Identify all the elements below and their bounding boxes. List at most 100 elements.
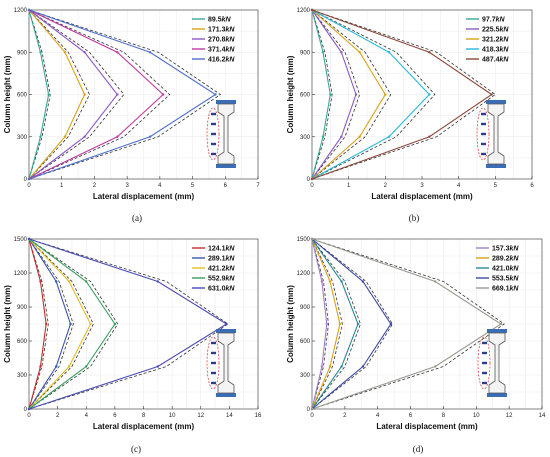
legend-unit: kN [226,276,236,283]
series-point [69,322,72,326]
legend-entry: 418.3kN [482,47,509,54]
series-point [361,365,365,368]
shear-stud [211,361,216,365]
legend-entry: 289.1kN [208,256,235,263]
x-tick-label: 2 [384,183,388,189]
y-tick-label: 1200 [297,8,311,14]
series-measured-line [311,238,361,410]
series-measured-line [311,9,392,180]
legend-entry: 225.5kN [482,27,509,34]
series-measured-line [311,238,343,410]
legend-unit: kN [226,286,236,293]
series-point [328,280,332,283]
series-measured-line [28,9,171,180]
y-tick-label: 600 [17,93,28,99]
series-point [85,280,88,283]
x-tick-label: 16 [255,413,262,419]
x-tick-label: 4 [158,183,162,189]
x-tick-label: 14 [539,413,546,419]
series-measured-line [311,238,329,410]
legend-value: 418.3 [482,47,500,54]
series-point [340,51,343,54]
legend-entry: 289.2kN [492,256,519,263]
shear-stud [211,112,216,116]
y-tick-label: 600 [300,93,311,99]
legend-value: 97.7 [482,17,496,24]
series-measured-line [28,9,51,180]
legend-value: 157.3 [492,246,510,253]
crack-region-ellipse [206,336,220,390]
shear-stud [211,122,216,126]
x-tick-label: 14 [226,413,233,419]
series-measured-line [28,238,94,410]
shear-stud [482,351,487,355]
legend-unit: kN [500,37,510,44]
x-tick-label: 4 [457,183,461,189]
shear-stud [481,142,486,146]
series-measured-line [311,9,333,180]
series-point [54,365,58,368]
legend-entry: 552.9kN [208,276,235,283]
series-point [83,135,86,138]
series-point [161,93,165,96]
series-measured-line [28,238,49,410]
shear-stud [481,132,486,136]
legend-unit: kN [496,17,506,24]
x-tick-label: 6 [224,183,228,189]
series-measured-line [311,238,505,410]
column-cap-bottom [216,393,236,397]
x-tick-label: 6 [530,183,534,189]
series-point [340,135,343,138]
legend-unit: kN [226,27,236,34]
y-tick-label: 300 [300,373,311,379]
x-tick-label: 4 [376,413,380,419]
legend-value: 289.1 [208,256,226,263]
column-section-icon [206,329,236,397]
crack-region-ellipse [476,107,490,161]
column-cap-top [216,100,236,104]
series-point [340,280,343,283]
legend-unit: kN [226,266,236,273]
y-tick-label: 1200 [297,271,311,277]
legend-unit: kN [222,17,232,24]
x-tick-label: 4 [85,413,89,419]
series-point [358,51,361,54]
legend-unit: kN [500,27,510,34]
y-tick-label: 900 [17,305,28,311]
shear-stud [211,152,216,156]
y-tick-label: 600 [17,339,28,345]
series-measured-line [311,9,361,180]
series-point [27,8,31,12]
column-cap-bottom [486,164,506,168]
column-body [217,332,235,394]
shear-stud [482,371,487,375]
x-tick-label: 6 [113,413,117,419]
shear-stud [482,341,487,345]
chart-panel-1: 0 1 2 3 4 5 6 7 0 300 600 900 1200 Lateral displaceme… [3,8,260,223]
series-point [39,51,42,54]
legend-entry: 371.4kN [208,47,235,54]
column-cap-top [486,100,506,104]
x-tick-label: 0 [310,413,314,419]
y-axis-label: Column height (mm) [3,285,12,363]
series-measured-line [28,238,229,410]
legend-entry: 157.3kN [492,246,519,253]
panel-caption: (d) [413,444,424,454]
x-axis-label: Lateral displacement (mm) [376,422,478,431]
y-tick-label: 300 [17,135,28,141]
y-tick-label: 900 [300,50,311,56]
legend-value: 124.1 [208,246,226,253]
x-tick-label: 0 [310,183,314,189]
legend-value: 553.5 [492,276,510,283]
legend-value: 270.8 [208,37,226,44]
series-point [156,280,160,283]
x-tick-label: 5 [191,183,195,189]
legend-value: 289.2 [492,256,510,263]
y-tick-label: 0 [307,177,311,183]
column-cap-top [216,329,236,333]
shear-stud [211,341,216,345]
column-body [217,103,235,165]
legend-value: 416.2 [208,57,226,64]
series-point [499,322,503,326]
legend-entry: 416.2kN [208,57,235,64]
